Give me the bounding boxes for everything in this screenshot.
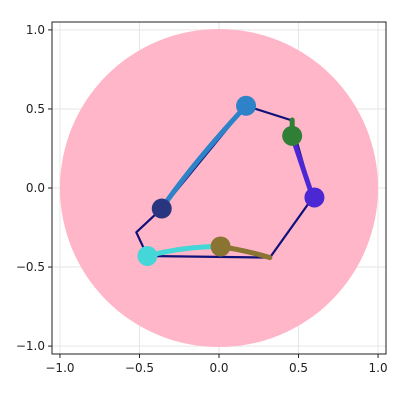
marker-point-5 [137,245,158,266]
y-tick-label-0: −1.0 [16,339,45,353]
marker-layer [137,95,325,266]
series-arc-0 [159,103,249,212]
x-tick-label-1: −0.5 [125,361,154,375]
x-tick-label-2: 0.0 [209,361,228,375]
x-tick-label-0: −1.0 [45,361,74,375]
disk-layer [59,28,379,348]
y-tick-label-4: 1.0 [26,23,45,37]
marker-point-0 [236,95,257,116]
y-tick-label-3: 0.5 [26,102,45,116]
y-tick-label-2: 0.0 [26,181,45,195]
axes: −1.0 −0.5 0.0 0.5 1.0 −1.0 −0.5 0.0 0.5 1.0 [16,21,388,375]
x-tick-label-3: 0.5 [289,361,308,375]
marker-point-3 [151,198,172,219]
marker-point-2 [304,187,325,208]
marker-point-1 [282,125,303,146]
marker-point-4 [210,236,231,257]
x-tick-label-4: 1.0 [369,361,388,375]
y-tick-label-1: −0.5 [16,260,45,274]
unit-disk [59,28,379,348]
